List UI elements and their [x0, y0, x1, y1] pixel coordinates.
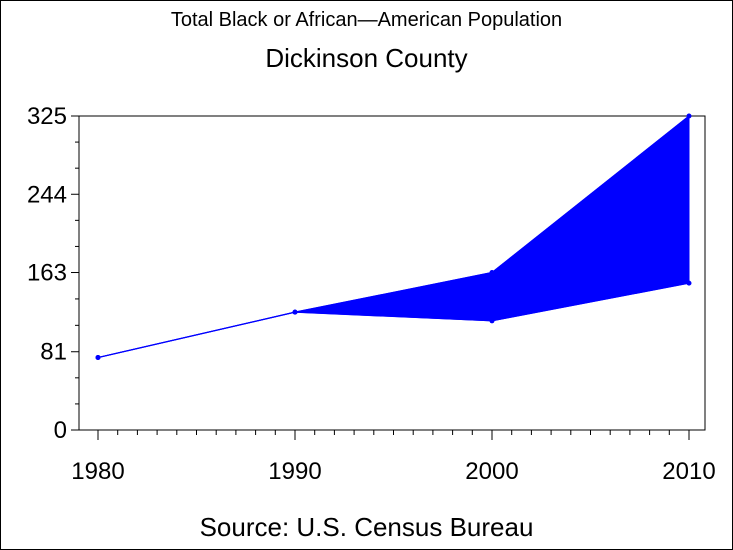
chart-title: Total Black or African—American Populati… — [170, 9, 563, 31]
lower-series-point — [95, 355, 101, 361]
lower-series-point — [489, 318, 495, 324]
source-note: Source: U.S. Census Bureau — [199, 512, 534, 542]
x-tick-label: 1980 — [71, 458, 124, 485]
y-tick-label: 0 — [54, 417, 67, 444]
y-tick-label: 81 — [40, 339, 67, 366]
range-band — [97, 114, 690, 359]
x-tick-label: 2010 — [662, 458, 715, 485]
y-tick-label: 163 — [27, 260, 67, 287]
lower-series-line — [97, 282, 690, 359]
x-tick-label: 2000 — [465, 458, 518, 485]
tick-labels: 0 81 163 244 325 1980 1990 2000 2010 — [27, 103, 716, 485]
lower-series-point — [686, 280, 692, 286]
y-tick-label: 325 — [27, 103, 67, 130]
chart-subtitle: Dickinson County — [265, 43, 468, 73]
y-tick-label: 244 — [27, 181, 67, 208]
lower-series-point — [292, 309, 298, 315]
axis-ticks — [71, 115, 690, 440]
upper-series-point — [489, 270, 495, 276]
upper-series-point — [686, 113, 692, 119]
x-tick-label: 1990 — [268, 458, 321, 485]
data-marks — [95, 113, 692, 361]
